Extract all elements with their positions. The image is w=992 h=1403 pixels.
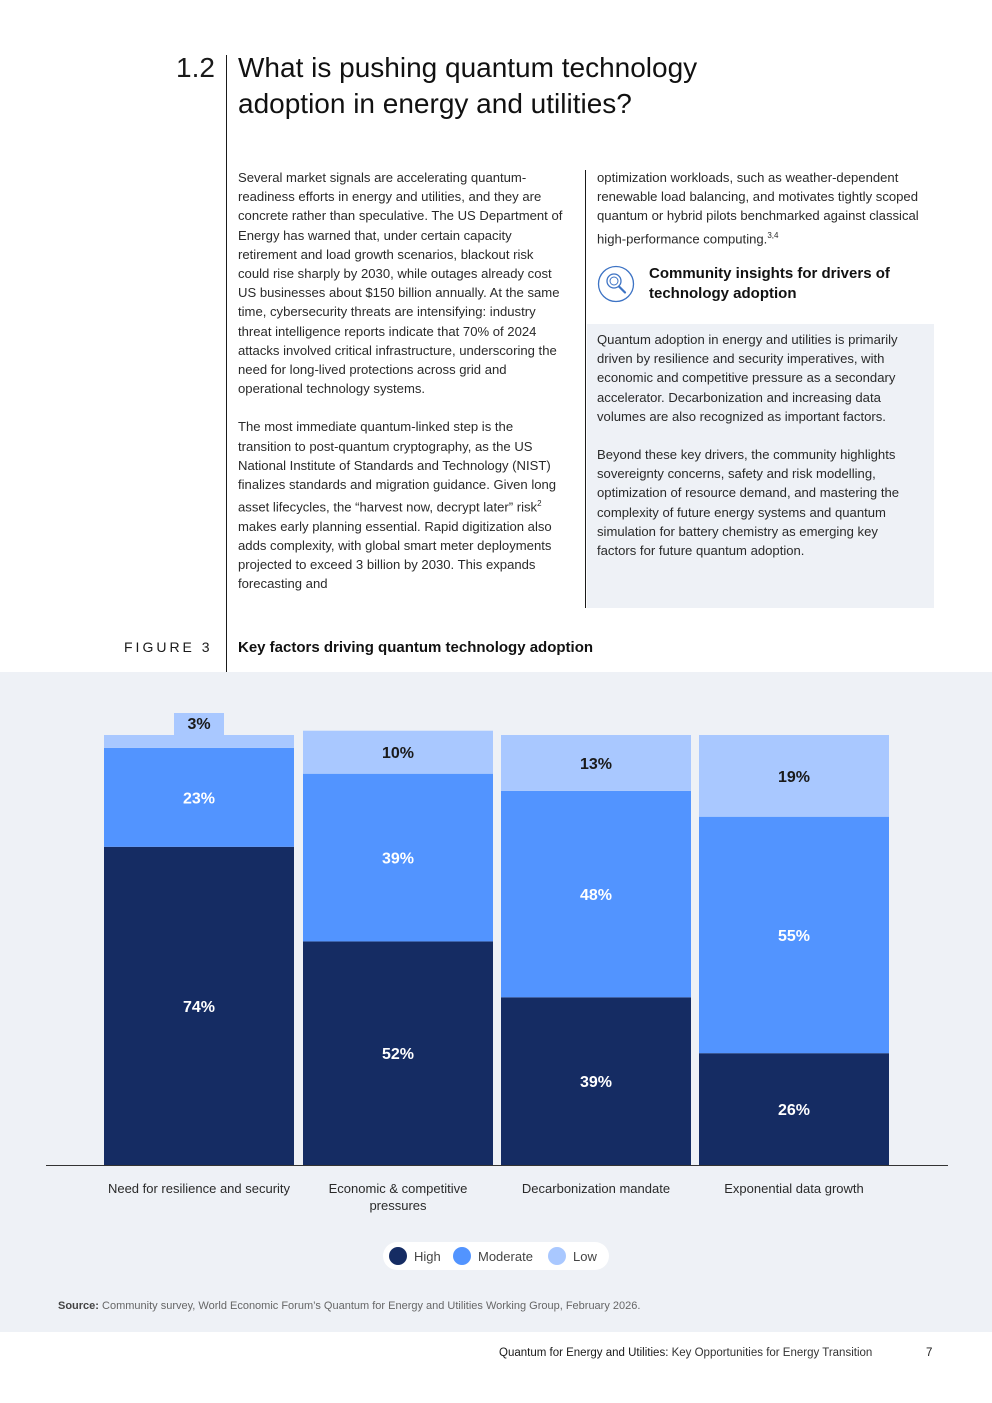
bar-high-1	[104, 846, 294, 1165]
data-label-moderate-2: 39%	[382, 851, 414, 868]
footnote-ref: 2	[537, 499, 542, 509]
bar-low-3	[501, 735, 691, 791]
stacked-bar-chart: 74% 23% 3% 52% 39% 10% 39% 48% 13% 26% 55% 19%	[46, 713, 948, 1166]
data-label-moderate-3: 48%	[580, 887, 612, 904]
data-label-moderate-4: 55%	[778, 928, 810, 945]
magnifier-icon	[597, 265, 635, 303]
bar-moderate-4	[699, 816, 889, 1054]
body-column-right: optimization workloads, such as weather-…	[597, 168, 937, 267]
insight-title: Community insights for drivers of techno…	[649, 265, 890, 302]
bar-moderate-1	[104, 747, 294, 847]
category-label-2: Economic & competitive pressures	[328, 1181, 468, 1213]
data-label-low-3: 13%	[580, 756, 612, 773]
bar-low-1	[104, 735, 294, 748]
data-label-high-1: 74%	[183, 999, 215, 1016]
bar-low-4	[699, 735, 889, 817]
legend-swatch-moderate	[453, 1247, 471, 1265]
category-label-4: Exponential data growth	[724, 1181, 864, 1196]
body-paragraph-3: optimization workloads, such as weather-…	[597, 170, 919, 246]
footnote-ref: 3,4	[767, 230, 779, 240]
insight-box	[587, 324, 934, 608]
column-divider	[585, 170, 586, 608]
body-paragraph-2: The most immediate quantum-linked step i…	[238, 419, 557, 592]
page-footer: Quantum for Energy and Utilities: Key Op…	[499, 1347, 873, 1359]
data-label-high-2: 52%	[382, 1046, 414, 1063]
bar-high-2	[303, 941, 493, 1165]
data-label-high-4: 26%	[778, 1102, 810, 1119]
legend-swatch-low	[548, 1247, 566, 1265]
data-label-low-2: 10%	[382, 745, 414, 762]
body-column-left: Several market signals are accelerating …	[238, 168, 568, 613]
category-label-1: Need for resilience and security	[107, 1181, 291, 1196]
data-label-low-4: 19%	[778, 769, 810, 786]
data-label-moderate-1: 23%	[183, 790, 215, 807]
body-paragraph-1: Several market signals are accelerating …	[238, 170, 563, 397]
label-tab-low-1	[174, 713, 224, 735]
section-rule	[226, 55, 227, 672]
insight-paragraph-2: Beyond these key drivers, the community …	[597, 447, 900, 559]
bar-moderate-3	[501, 790, 691, 998]
legend-item-moderate: Moderate	[453, 1247, 533, 1265]
bar-low-2	[303, 730, 493, 774]
chart-legend: High Moderate Low	[383, 1242, 609, 1270]
figure-title: Key factors driving quantum technology a…	[238, 639, 594, 656]
figure-label: FIGURE 3	[124, 639, 213, 655]
legend-swatch-high	[389, 1247, 407, 1265]
insight-paragraph-1: Quantum adoption in energy and utilities…	[597, 332, 898, 424]
bar-moderate-2	[303, 773, 493, 942]
page-number: 7	[926, 1347, 933, 1359]
bar-high-3	[501, 997, 691, 1165]
legend-item-high: High	[389, 1247, 441, 1265]
category-label-3: Decarbonization mandate	[521, 1181, 671, 1196]
legend-item-low: Low	[548, 1247, 597, 1265]
data-label-high-3: 39%	[580, 1074, 612, 1091]
section-number: 1.2	[176, 52, 215, 83]
insight-text: Quantum adoption in energy and utilities…	[597, 330, 917, 579]
section-title: What is pushing quantum technology adopt…	[238, 52, 698, 119]
data-label-low-1: 3%	[187, 716, 210, 733]
chart-source: Source: Community survey, World Economic…	[58, 1300, 641, 1312]
bar-high-4	[699, 1053, 889, 1165]
